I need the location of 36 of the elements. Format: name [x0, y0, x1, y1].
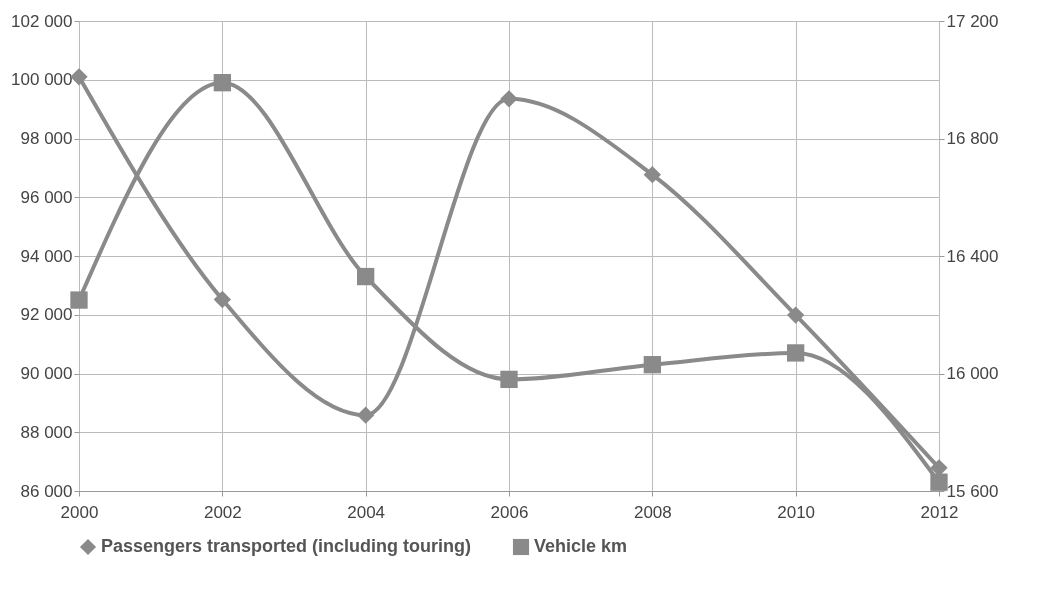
- y-tick-label: 88 000: [20, 422, 73, 442]
- y-tick-label: 96 000: [20, 187, 73, 207]
- y2-tick-label: 16 800: [946, 129, 999, 148]
- point: [500, 90, 518, 108]
- point: [787, 306, 805, 324]
- x-tick-label: 2012: [920, 502, 959, 522]
- y-tick-label: 98 000: [20, 129, 73, 148]
- point: [357, 267, 375, 286]
- point: [787, 344, 805, 362]
- point: [213, 290, 231, 309]
- point: [70, 291, 88, 309]
- y2-tick-label: 17 200: [946, 11, 999, 31]
- y2-tick-label: 16 000: [946, 364, 999, 383]
- x-tick-label: 2010: [777, 502, 816, 522]
- x-tick-label: 2008: [633, 502, 672, 522]
- point: [70, 68, 88, 86]
- point: [643, 165, 661, 184]
- y2-tick-label: 15 600: [946, 481, 999, 501]
- x-tick-label: 2000: [60, 502, 99, 522]
- y2-tick-label: 16 400: [946, 246, 999, 266]
- y-tick-label: 100 000: [11, 70, 73, 90]
- y-tick-label: 90 000: [20, 364, 73, 383]
- y-tick-label: 94 000: [20, 246, 73, 266]
- x-tick-label: 2006: [490, 502, 529, 522]
- x-tick-label: 2004: [347, 502, 386, 522]
- legend-label: Vehicle km: [534, 536, 628, 556]
- point: [213, 74, 231, 92]
- point: [357, 406, 375, 424]
- point: [643, 356, 661, 374]
- y-tick-label: 92 000: [20, 305, 73, 325]
- y-tick-label: 86 000: [20, 481, 73, 501]
- y-tick-label: 102 000: [11, 11, 73, 31]
- x-tick-label: 2002: [203, 502, 242, 522]
- point: [500, 370, 518, 389]
- legend-label: Passengers transported (including touring): [101, 536, 472, 556]
- point: [930, 473, 948, 491]
